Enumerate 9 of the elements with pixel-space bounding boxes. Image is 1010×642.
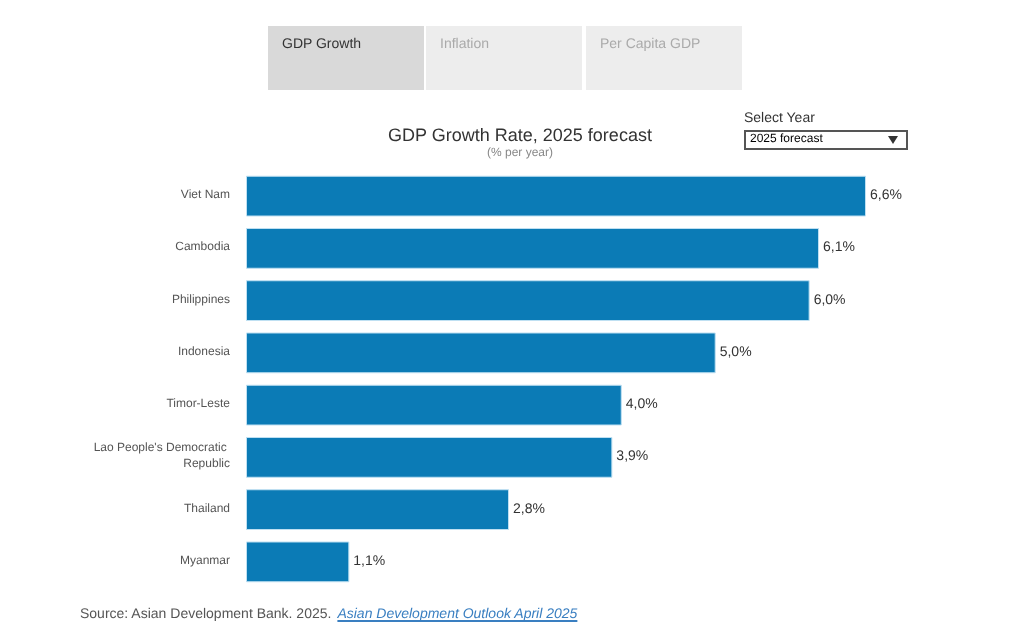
chart-title: GDP Growth Rate, 2025 forecast: [388, 125, 653, 145]
bar: [246, 280, 810, 321]
bar: [246, 228, 820, 269]
bar: [246, 541, 350, 583]
bar: [246, 332, 716, 374]
bar: [246, 489, 510, 530]
bar: [246, 175, 866, 217]
bar: [246, 384, 622, 426]
bar: [246, 437, 613, 478]
